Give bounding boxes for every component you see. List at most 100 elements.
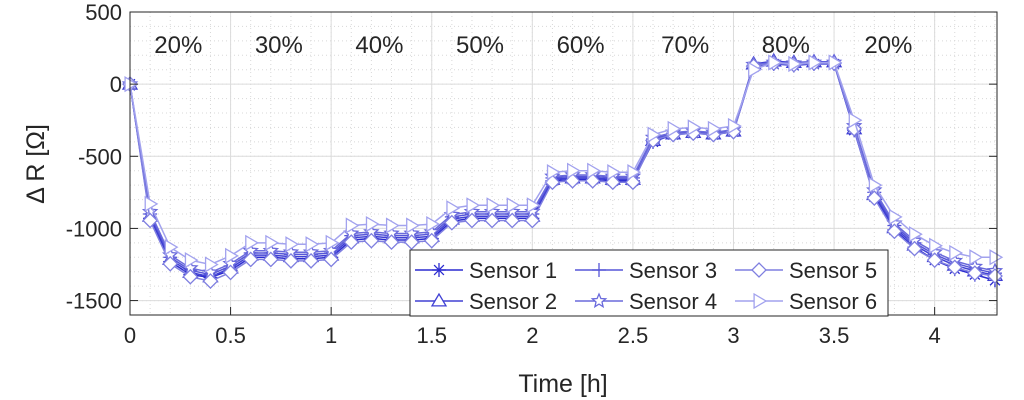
data-point-diamond: [866, 190, 883, 207]
data-point-triangle-right: [204, 256, 219, 273]
data-point-triangle-right: [305, 236, 320, 253]
data-point-triangle-right: [687, 119, 702, 136]
x-tick-label: 4: [929, 323, 941, 348]
x-tick-label: 2: [526, 323, 538, 348]
humidity-annotation: 20%: [154, 32, 202, 59]
data-point-triangle-right: [707, 120, 722, 138]
x-axis-label: Time [h]: [518, 370, 607, 398]
data-point-asterisk: [432, 263, 446, 277]
data-point-triangle-right: [385, 217, 400, 234]
data-point-triangle-right: [667, 120, 682, 138]
data-point-diamond: [182, 268, 199, 285]
data-point-triangle-right: [627, 164, 642, 181]
x-tick-label: 3: [727, 323, 739, 348]
data-point-triangle-right: [365, 215, 380, 233]
x-tick-label: 2.5: [618, 323, 649, 348]
data-point-triangle-right: [969, 249, 984, 266]
data-point-triangle-right: [426, 215, 441, 233]
humidity-annotation: 50%: [456, 32, 504, 59]
series-6: [124, 54, 1004, 273]
data-point-diamond: [484, 212, 501, 229]
legend-item: Sensor 1: [415, 258, 557, 283]
data-point-diamond: [906, 240, 923, 257]
data-point-triangle-right: [587, 162, 601, 179]
data-point-triangle-right: [546, 164, 561, 181]
data-point-diamond: [886, 223, 903, 240]
x-tick-label: 1: [325, 323, 337, 348]
data-point-triangle-right: [506, 197, 521, 214]
data-point-triangle-up: [430, 292, 448, 307]
data-point-diamond: [142, 212, 159, 229]
humidity-annotation: 80%: [762, 32, 810, 59]
data-point-triangle-right: [768, 54, 782, 71]
data-point-diamond: [162, 255, 179, 272]
legend-label: Sensor 3: [629, 258, 717, 283]
data-point-triangle-right: [788, 55, 803, 73]
legend-label: Sensor 1: [469, 258, 557, 283]
x-tick-label: 1.5: [416, 323, 447, 348]
annotations: 20% 30% 40% 50% 60% 70% 80% 20%: [154, 32, 912, 59]
data-point-triangle-right: [607, 164, 622, 181]
data-point-plus: [592, 263, 606, 277]
data-point-diamond: [966, 265, 983, 282]
data-point-triangle-right: [808, 54, 823, 71]
data-point-triangle-right: [888, 208, 903, 226]
legend-label: Sensor 4: [629, 289, 717, 314]
legend-item: Sensor 6: [735, 289, 877, 314]
data-point-diamond: [751, 262, 767, 278]
data-point-diamond: [323, 251, 340, 268]
series-3: [123, 55, 1002, 282]
data-point-diamond: [504, 212, 521, 229]
data-point-triangle-right: [466, 197, 481, 214]
data-point-triangle-right: [929, 237, 943, 254]
data-point-diamond: [443, 214, 460, 231]
data-point-diamond: [403, 234, 420, 251]
data-point-triangle-right: [406, 217, 420, 234]
data-point-triangle-right: [164, 239, 179, 256]
data-point-diamond: [343, 234, 360, 251]
data-point-triangle-right: [526, 197, 541, 214]
y-axis-label: Δ R [Ω]: [22, 124, 50, 204]
humidity-annotation: 20%: [864, 32, 912, 59]
data-point-diamond: [202, 273, 219, 290]
data-point-triangle-right: [567, 162, 581, 179]
data-point-diamond: [222, 264, 239, 281]
data-point-triangle-right: [753, 292, 768, 310]
data-point-triangle-right: [748, 61, 762, 78]
humidity-annotation: 60%: [557, 32, 605, 59]
legend: Sensor 1 Sensor 2 Sensor 3 Sensor 4 Sensor 5…: [409, 249, 889, 317]
data-point-triangle-right: [908, 226, 923, 243]
data-point-triangle-right: [144, 195, 159, 213]
data-point-diamond: [926, 252, 943, 269]
data-point-diamond: [303, 252, 319, 269]
y-tick-label: -1000: [66, 216, 122, 241]
series-group: [121, 52, 1004, 290]
data-point-triangle-right: [848, 112, 863, 129]
data-point-triangle-right: [486, 197, 501, 214]
legend-label: Sensor 5: [789, 258, 877, 283]
y-tick-label: -1500: [66, 289, 122, 314]
data-point-diamond: [363, 232, 380, 249]
data-point-diamond: [524, 212, 541, 229]
data-point-triangle-right: [225, 247, 239, 264]
data-point-triangle-right: [325, 234, 340, 251]
y-tick-label: 500: [85, 0, 122, 25]
data-point-diamond: [946, 259, 963, 276]
data-point-triangle-right: [245, 234, 259, 251]
legend-item: Sensor 3: [575, 258, 717, 283]
legend-item: Sensor 5: [735, 258, 877, 283]
legend-label: Sensor 6: [789, 289, 877, 314]
humidity-annotation: 40%: [355, 32, 403, 59]
legend-item: Sensor 2: [415, 289, 557, 314]
data-point-triangle-right: [828, 54, 843, 71]
data-point-diamond: [464, 212, 480, 229]
data-point-triangle-right: [868, 177, 883, 194]
y-tick-label: -500: [78, 144, 122, 169]
data-point-triangle-right: [285, 236, 300, 253]
y-tick-label: 0: [110, 72, 122, 97]
data-point-triangle-right: [989, 249, 1004, 266]
humidity-annotation: 70%: [661, 32, 709, 59]
data-point-triangle-right: [265, 234, 280, 251]
data-point-triangle-right: [446, 200, 461, 217]
humidity-annotation: 30%: [255, 32, 303, 59]
